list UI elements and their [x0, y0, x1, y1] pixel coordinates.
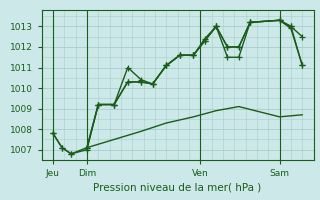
X-axis label: Pression niveau de la mer( hPa ): Pression niveau de la mer( hPa ) — [93, 182, 262, 192]
